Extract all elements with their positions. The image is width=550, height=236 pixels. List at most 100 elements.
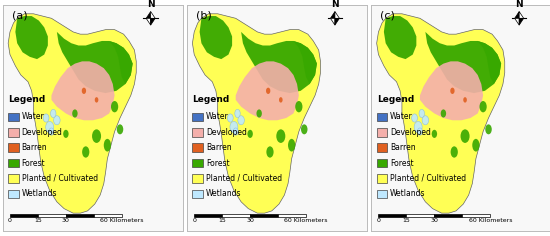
Bar	[377, 190, 388, 198]
Polygon shape	[335, 18, 339, 25]
Polygon shape	[331, 18, 335, 25]
Ellipse shape	[485, 124, 492, 134]
Bar	[463, 214, 490, 217]
Bar	[192, 128, 204, 137]
Ellipse shape	[472, 139, 480, 152]
Ellipse shape	[82, 146, 89, 158]
Bar	[192, 113, 204, 121]
Ellipse shape	[63, 130, 69, 138]
Ellipse shape	[417, 128, 422, 135]
Bar	[377, 128, 388, 137]
Ellipse shape	[49, 128, 54, 135]
Ellipse shape	[419, 110, 425, 118]
Bar	[66, 214, 94, 217]
Text: 30: 30	[431, 218, 438, 223]
Bar	[192, 174, 204, 183]
Bar	[10, 214, 38, 217]
Polygon shape	[515, 18, 519, 25]
Text: 60 Kilometers: 60 Kilometers	[469, 218, 512, 223]
Polygon shape	[420, 61, 483, 120]
Ellipse shape	[432, 130, 437, 138]
Ellipse shape	[422, 116, 428, 125]
Bar	[8, 143, 19, 152]
Bar	[8, 174, 19, 183]
Bar	[8, 159, 19, 167]
Ellipse shape	[117, 124, 123, 134]
Ellipse shape	[95, 97, 98, 103]
Text: 0: 0	[8, 218, 12, 223]
Polygon shape	[331, 12, 335, 18]
Text: (b): (b)	[196, 10, 212, 20]
Ellipse shape	[227, 114, 233, 122]
Polygon shape	[241, 32, 317, 93]
Text: 30: 30	[246, 218, 254, 223]
Text: 0: 0	[192, 218, 196, 223]
Ellipse shape	[266, 146, 273, 158]
Text: 60 Kilometers: 60 Kilometers	[284, 218, 328, 223]
Ellipse shape	[72, 110, 78, 118]
Ellipse shape	[266, 88, 271, 94]
Ellipse shape	[235, 110, 240, 118]
Ellipse shape	[279, 97, 283, 103]
Ellipse shape	[463, 97, 467, 103]
Polygon shape	[146, 12, 151, 18]
Text: Water: Water	[206, 112, 229, 121]
Text: (c): (c)	[380, 10, 395, 20]
Text: Developed: Developed	[206, 128, 247, 137]
Polygon shape	[335, 12, 339, 18]
Ellipse shape	[301, 124, 307, 134]
Text: Planted / Cultivated: Planted / Cultivated	[390, 174, 466, 183]
Polygon shape	[109, 41, 133, 84]
Polygon shape	[519, 18, 524, 25]
Ellipse shape	[441, 110, 446, 118]
Ellipse shape	[288, 139, 295, 152]
Polygon shape	[294, 41, 317, 84]
Polygon shape	[236, 61, 299, 120]
Text: 30: 30	[62, 218, 70, 223]
Text: Legend: Legend	[8, 95, 46, 104]
Ellipse shape	[248, 130, 253, 138]
Bar	[250, 214, 278, 217]
Bar	[192, 143, 204, 152]
Text: Water: Water	[390, 112, 413, 121]
Ellipse shape	[238, 116, 244, 125]
Polygon shape	[15, 16, 48, 59]
Text: 15: 15	[403, 218, 410, 223]
Bar	[192, 190, 204, 198]
Text: Developed: Developed	[21, 128, 63, 137]
Bar	[377, 159, 388, 167]
Polygon shape	[384, 16, 416, 59]
Ellipse shape	[230, 121, 238, 133]
Polygon shape	[57, 32, 133, 93]
Bar	[94, 214, 122, 217]
Polygon shape	[425, 32, 501, 93]
Polygon shape	[8, 14, 136, 213]
Text: 60 Kilometers: 60 Kilometers	[100, 218, 144, 223]
Bar	[377, 143, 388, 152]
Bar	[406, 214, 434, 217]
Ellipse shape	[46, 121, 53, 133]
Bar	[377, 174, 388, 183]
Bar	[194, 214, 222, 217]
Text: N: N	[515, 0, 523, 9]
Text: Wetlands: Wetlands	[206, 190, 241, 198]
Ellipse shape	[111, 101, 118, 112]
Polygon shape	[151, 18, 155, 25]
Bar	[8, 113, 19, 121]
Text: Forest: Forest	[206, 159, 229, 168]
Ellipse shape	[411, 114, 417, 122]
Text: Legend: Legend	[192, 95, 230, 104]
Text: 15: 15	[34, 218, 42, 223]
Text: Forest: Forest	[21, 159, 45, 168]
Text: Legend: Legend	[377, 95, 414, 104]
Text: Barren: Barren	[390, 143, 416, 152]
Polygon shape	[192, 14, 321, 213]
Text: Planted / Cultivated: Planted / Cultivated	[206, 174, 282, 183]
Text: (a): (a)	[12, 10, 28, 20]
Polygon shape	[52, 61, 114, 120]
Bar	[222, 214, 250, 217]
Polygon shape	[519, 12, 524, 18]
Ellipse shape	[295, 101, 303, 112]
Ellipse shape	[450, 146, 458, 158]
Ellipse shape	[233, 128, 238, 135]
